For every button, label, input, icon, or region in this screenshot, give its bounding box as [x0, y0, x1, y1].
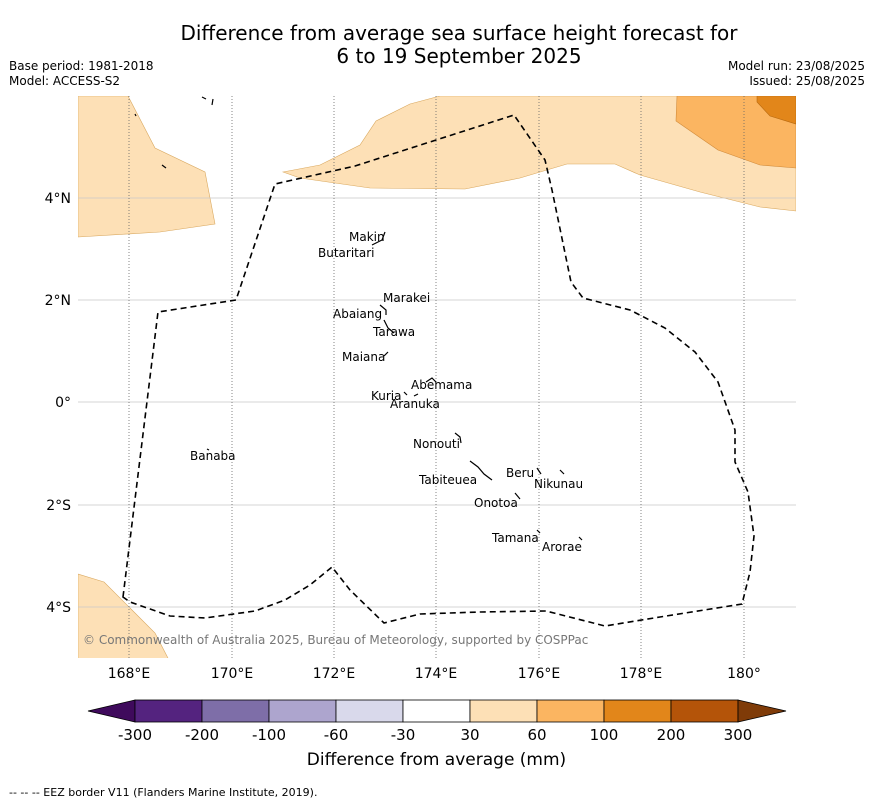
lon-label: 174°E [415, 666, 458, 682]
place-label: Abemama [411, 378, 472, 392]
colorbar: -300 -200 -100 -60 -30 30 60 100 200 300 [87, 699, 787, 744]
colorbar-segment [134, 699, 203, 723]
colorbar-tick: -200 [185, 726, 219, 744]
colorbar-tick: 200 [657, 726, 686, 744]
lat-label: 4°N [45, 191, 71, 207]
colorbar-segment [603, 699, 672, 723]
colorbar-segment [469, 699, 538, 723]
model-run: Model run: 23/08/2025 [727, 59, 865, 73]
place-label: Beru [506, 466, 534, 480]
eez-legend-note: -- -- -- EEZ border V11 (Flanders Marine… [9, 786, 318, 799]
colorbar-segment [536, 699, 605, 723]
colorbar-tick: -60 [324, 726, 349, 744]
place-label: Tarawa [372, 325, 415, 339]
title-line-2: 6 to 19 September 2025 [336, 44, 582, 68]
anomaly-area-southwest [78, 573, 169, 658]
lon-label: 172°E [313, 666, 356, 682]
copyright-notice: © Commonwealth of Australia 2025, Bureau… [83, 633, 588, 647]
issued-date: Issued: 25/08/2025 [749, 74, 865, 88]
anomaly-area-north [281, 96, 796, 212]
colorbar-title: Difference from average (mm) [306, 750, 567, 770]
place-label: Tamana [491, 531, 539, 545]
lat-label: 0° [55, 395, 71, 411]
anomaly-area-northeast-60 [675, 96, 796, 169]
lat-label: 2°S [46, 498, 71, 514]
place-label: Arorae [542, 540, 582, 554]
lat-label: 4°S [46, 600, 71, 616]
colorbar-segment [335, 699, 404, 723]
place-label: Tabiteuea [418, 473, 477, 487]
place-label: Marakei [383, 291, 430, 305]
colorbar-tick: 30 [460, 726, 479, 744]
meta-right: Model run: 23/08/2025 Issued: 25/08/2025 [728, 59, 865, 89]
colorbar-tick: -100 [252, 726, 286, 744]
place-label: Nonouti [413, 437, 460, 451]
island-outlines [134, 96, 583, 541]
lat-label: 2°N [45, 293, 71, 309]
anomaly-area-northeast-100 [756, 96, 796, 125]
place-label: Butaritari [318, 246, 375, 260]
place-label: Maiana [342, 350, 385, 364]
lon-label: 168°E [108, 666, 151, 682]
eez-border [122, 114, 755, 627]
colorbar-tick: -300 [118, 726, 152, 744]
colorbar-segment [402, 699, 471, 723]
colorbar-tick: -30 [391, 726, 416, 744]
colorbar-tick: 300 [724, 726, 753, 744]
lon-label: 170°E [211, 666, 254, 682]
colorbar-tick: 60 [527, 726, 546, 744]
lon-label: 176°E [518, 666, 561, 682]
longitude-gridlines [128, 96, 745, 658]
colorbar-extend-high [737, 699, 787, 723]
place-label: Onotoa [474, 496, 518, 510]
map-panel: Makin Butaritari Marakei Abaiang Tarawa … [45, 96, 796, 682]
colorbar-extend-low [87, 699, 136, 723]
place-label: Nikunau [534, 477, 583, 491]
place-label: Makin [349, 230, 385, 244]
colorbar-segment [201, 699, 270, 723]
place-label: Banaba [190, 449, 236, 463]
title-line-1: Difference from average sea surface heig… [180, 21, 738, 45]
colorbar-segment [670, 699, 739, 723]
colorbar-tick: 100 [590, 726, 619, 744]
model-name: Model: ACCESS-S2 [9, 74, 121, 88]
meta-left: Base period: 1981-2018 Model: ACCESS-S2 [9, 59, 154, 89]
place-label: Kuria [371, 389, 402, 403]
colorbar-segment [268, 699, 337, 723]
map-title: Difference from average sea surface heig… [0, 22, 873, 68]
lon-label: 178°E [620, 666, 663, 682]
lon-label: 180° [727, 666, 761, 682]
latitude-gridlines [78, 197, 796, 608]
base-period: Base period: 1981-2018 [9, 59, 154, 73]
place-label: Abaiang [333, 307, 382, 321]
place-label: Aranuka [390, 397, 440, 411]
